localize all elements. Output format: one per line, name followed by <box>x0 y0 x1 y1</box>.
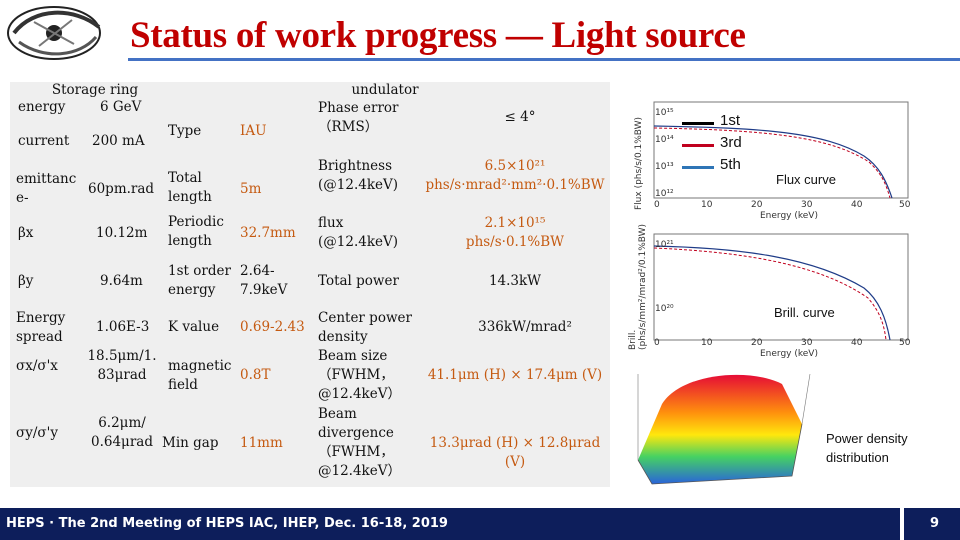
perf-value-phase-error: ≤ 4° <box>504 109 536 125</box>
flux-ytick-3: 10¹³ <box>655 162 674 172</box>
und-label-min-gap: Min gap <box>162 435 219 451</box>
flux-xtick-40: 40 <box>851 200 863 210</box>
param-value-sigma-x: 18.5μm/1. 83μrad <box>87 348 157 383</box>
flux-xtick-50: 50 <box>899 200 911 210</box>
param-value-energy: 6 GeV <box>100 99 142 115</box>
perf-label-phase-error: Phase error（RMS） <box>318 100 399 135</box>
perf-label-beam-divergence: Beam divergence（FWHM，@12.4keV） <box>318 406 401 479</box>
brill-xtick-50: 50 <box>899 338 911 348</box>
und-label-k-value: K value <box>168 319 220 335</box>
flux-plot <box>624 96 914 214</box>
flux-xtick-0: 0 <box>654 200 660 210</box>
und-label-periodic-length: Periodic length <box>168 214 224 249</box>
und-value-k-value: 0.69-2.43 <box>240 319 305 335</box>
flux-ytick-1: 10¹⁵ <box>655 108 674 118</box>
perf-value-center-power-density: 336kW/mrad² <box>478 319 572 335</box>
brill-xtick-20: 20 <box>751 338 763 348</box>
legend-line-1st <box>682 122 714 125</box>
brill-curve-caption: Brill. curve <box>774 305 835 320</box>
footer-divider <box>900 508 904 540</box>
param-value-emittance: 60pm.rad <box>88 181 155 197</box>
brill-xtick-30: 30 <box>801 338 813 348</box>
flux-ytick-4: 10¹² <box>655 189 674 199</box>
flux-xtick-10: 10 <box>701 200 713 210</box>
brill-xtick-40: 40 <box>851 338 863 348</box>
und-value-periodic-length: 32.7mm <box>240 225 296 241</box>
brill-xtick-10: 10 <box>701 338 713 348</box>
power-density-caption: Power density distribution <box>826 431 908 465</box>
legend-line-3rd <box>682 144 714 147</box>
param-label-energy: energy <box>18 99 66 115</box>
flux-xtick-20: 20 <box>751 200 763 210</box>
param-label-sigma-y: σy/σ'y <box>16 425 58 441</box>
und-label-total-length: Total length <box>168 170 212 205</box>
flux-ylabel: Flux (phs/s/0.1%BW) <box>634 116 644 210</box>
und-label-first-order-energy: 1st order energy <box>168 263 231 298</box>
page-number: 9 <box>930 516 940 531</box>
flux-curve-caption: Flux curve <box>776 172 836 187</box>
storage-ring-header: Storage ring <box>51 82 139 98</box>
und-value-min-gap: 11mm <box>240 435 283 451</box>
harmonic-legend: 1st 3rd 5th <box>672 108 792 188</box>
perf-value-beam-size: 41.1μm (H) × 17.4μm (V) <box>427 367 603 383</box>
und-label-magnetic-field: magnetic field <box>168 358 232 393</box>
perf-label-beam-size: Beam size（FWHM，@12.4keV） <box>318 348 401 402</box>
legend-label-3rd: 3rd <box>720 134 742 151</box>
footer-text: HEPS · The 2nd Meeting of HEPS IAC, IHEP… <box>6 516 448 531</box>
legend-label-1st: 1st <box>720 112 741 129</box>
page-title: Status of work progress — Light source <box>130 15 746 56</box>
undulator-header: undulator <box>351 82 419 98</box>
param-value-sigma-y: 6.2μm/ 0.64μrad <box>91 415 153 450</box>
power-density-plot <box>632 364 817 496</box>
perf-value-brightness: 6.5×10²¹ phs/s·mrad²·mm²·0.1%BW <box>425 158 605 193</box>
perf-value-beam-divergence: 13.3μrad (H) × 12.8μrad (V) <box>429 435 601 470</box>
brill-ytick-2: 10²⁰ <box>655 304 674 314</box>
param-label-emittance: emittanc e- <box>16 171 77 206</box>
ihep-logo <box>4 2 124 64</box>
und-value-first-order-energy: 2.64-7.9keV <box>240 263 288 298</box>
flux-xtick-30: 30 <box>801 200 813 210</box>
flux-ytick-2: 10¹⁴ <box>655 135 674 145</box>
parameter-table <box>10 82 610 487</box>
legend-line-5th <box>682 166 714 169</box>
brill-ylabel: Brill. (phs/s/mm²/mrad²/0.1%BW) <box>628 223 648 350</box>
flux-xlabel: Energy (keV) <box>760 211 818 221</box>
legend-label-5th: 5th <box>720 156 741 173</box>
param-label-betay: βy <box>18 273 34 289</box>
perf-label-total-power: Total power <box>318 273 399 289</box>
title-divider <box>128 58 960 61</box>
brill-ytick-1: 10²¹ <box>655 240 674 250</box>
param-value-betay: 9.64m <box>100 273 143 289</box>
und-label-type: Type <box>168 123 202 139</box>
param-label-betax: βx <box>18 225 34 241</box>
perf-label-brightness: Brightness (@12.4keV) <box>318 158 399 193</box>
param-value-betax: 10.12m <box>96 225 148 241</box>
param-label-sigma-x: σx/σ'x <box>16 358 58 374</box>
param-label-energy-spread: Energy spread <box>16 310 66 345</box>
param-label-current: current <box>18 133 70 149</box>
perf-value-flux: 2.1×10¹⁵ phs/s·0.1%BW <box>465 215 565 250</box>
param-value-current: 200 mA <box>92 133 145 149</box>
und-value-type: IAU <box>240 123 267 139</box>
brill-xtick-0: 0 <box>654 338 660 348</box>
footer-bar: HEPS · The 2nd Meeting of HEPS IAC, IHEP… <box>0 508 960 540</box>
param-value-energy-spread: 1.06E-3 <box>96 319 150 335</box>
brill-xlabel: Energy (keV) <box>760 349 818 359</box>
und-value-magnetic-field: 0.8T <box>240 367 271 383</box>
brilliance-plot <box>624 228 914 352</box>
perf-value-total-power: 14.3kW <box>488 273 542 289</box>
perf-label-center-power-density: Center power density <box>318 310 412 345</box>
und-value-total-length: 5m <box>240 181 262 197</box>
perf-label-flux: flux (@12.4keV) <box>318 215 399 250</box>
